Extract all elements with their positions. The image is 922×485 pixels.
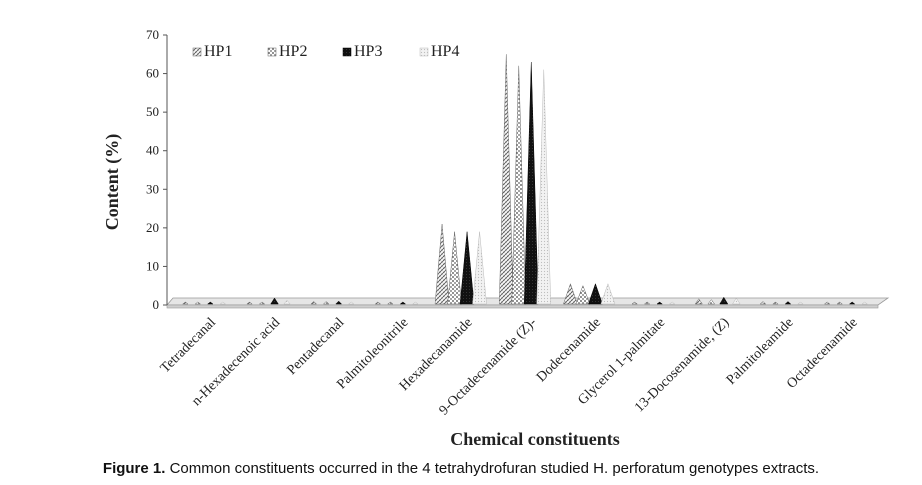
bar-hp3-4 [399,301,407,305]
bar-hp4-3 [347,301,355,305]
bar-hp4-1 [219,301,227,305]
y-tick-label: 10 [146,258,159,273]
bar-hp3-5 [459,231,475,305]
caption-label: Figure 1. [102,460,166,477]
bar-hp1-11 [823,301,831,305]
y-axis: 0 10 20 30 40 50 60 70 [146,27,168,312]
legend-swatch-hp3 [342,47,352,57]
bar-hp3-9 [719,296,729,305]
bar-hp2-6 [511,65,527,305]
bar-hp3-10 [784,301,792,305]
x-axis-title: Chemical constituents [450,429,620,449]
bar-hp2-8 [643,301,651,305]
legend: HP1 HP2 HP3 HP4 [192,43,459,60]
x-tick-label: Pentadecanal [284,315,347,378]
bar-hp3-6 [523,61,539,305]
bar-hp1-4 [374,301,382,305]
bar-hp2-5 [447,231,462,305]
bar-hp4-9 [732,297,741,305]
bar-hp4-4 [412,301,419,305]
x-tick-label: Tetradecanal [158,315,219,376]
bar-hp2-11 [836,301,843,305]
bar-hp3-11 [848,301,856,305]
y-tick-label: 20 [146,220,159,235]
y-axis-title: Content (%) [102,134,123,231]
bar-hp3-1 [207,301,214,305]
bar-hp3-3 [335,300,343,305]
legend-swatch-hp1 [192,47,202,57]
bar-hp4-8 [668,301,676,305]
chart-svg: 0 10 20 30 40 50 60 70 Tetradecanaln-Hexadeceno… [102,27,890,449]
legend-swatch-hp4 [419,47,429,57]
y-tick-label: 40 [146,143,159,158]
y-tick-label: 70 [146,27,159,42]
caption-text: Common constituents occurred in the 4 te… [165,460,820,477]
bar-hp3-7 [588,283,603,305]
bar-hp2-3 [322,301,330,305]
bars-group [182,54,868,305]
y-tick-label: 60 [146,66,159,81]
bar-hp3-8 [656,301,663,305]
bar-hp4-11 [861,301,868,305]
y-tick-label: 30 [146,181,159,196]
bar-hp1-1 [182,301,189,305]
x-tick-label: Dodecenamide [534,315,604,385]
bar-hp4-5 [472,231,487,305]
figure-caption: Figure 1. Common constituents occurred i… [0,460,922,477]
bar-hp1-9 [694,298,703,305]
bar-hp1-2 [246,301,253,305]
floor-edge [166,304,879,309]
legend-label-hp2: HP2 [279,43,307,60]
legend-label-hp4: HP4 [431,43,459,60]
legend-label-hp3: HP3 [354,43,382,60]
bar-hp1-3 [310,301,318,305]
bar-hp1-6 [498,54,514,305]
bar-hp1-10 [759,301,767,305]
bar-hp4-7 [600,283,616,305]
bar-hp1-7 [563,283,578,305]
bar-hp1-8 [631,301,638,305]
bar-hp4-6 [536,69,552,305]
bar-hp2-10 [772,301,779,305]
bar-hp2-7 [575,285,591,305]
bar-hp2-9 [707,299,716,305]
y-tick-label: 0 [153,297,160,312]
x-tick-label: Palmitoleamide [724,315,797,388]
legend-swatch-hp2 [267,47,277,57]
bar-hp2-4 [387,301,394,305]
y-tick-label: 50 [146,104,159,119]
bar-hp4-10 [797,301,804,305]
bar-hp4-2 [283,299,291,305]
bar-hp2-1 [194,301,202,305]
bar-hp2-2 [258,301,266,305]
legend-label-hp1: HP1 [204,43,232,60]
bar-hp3-2 [270,297,279,305]
bar-hp1-5 [434,223,450,305]
